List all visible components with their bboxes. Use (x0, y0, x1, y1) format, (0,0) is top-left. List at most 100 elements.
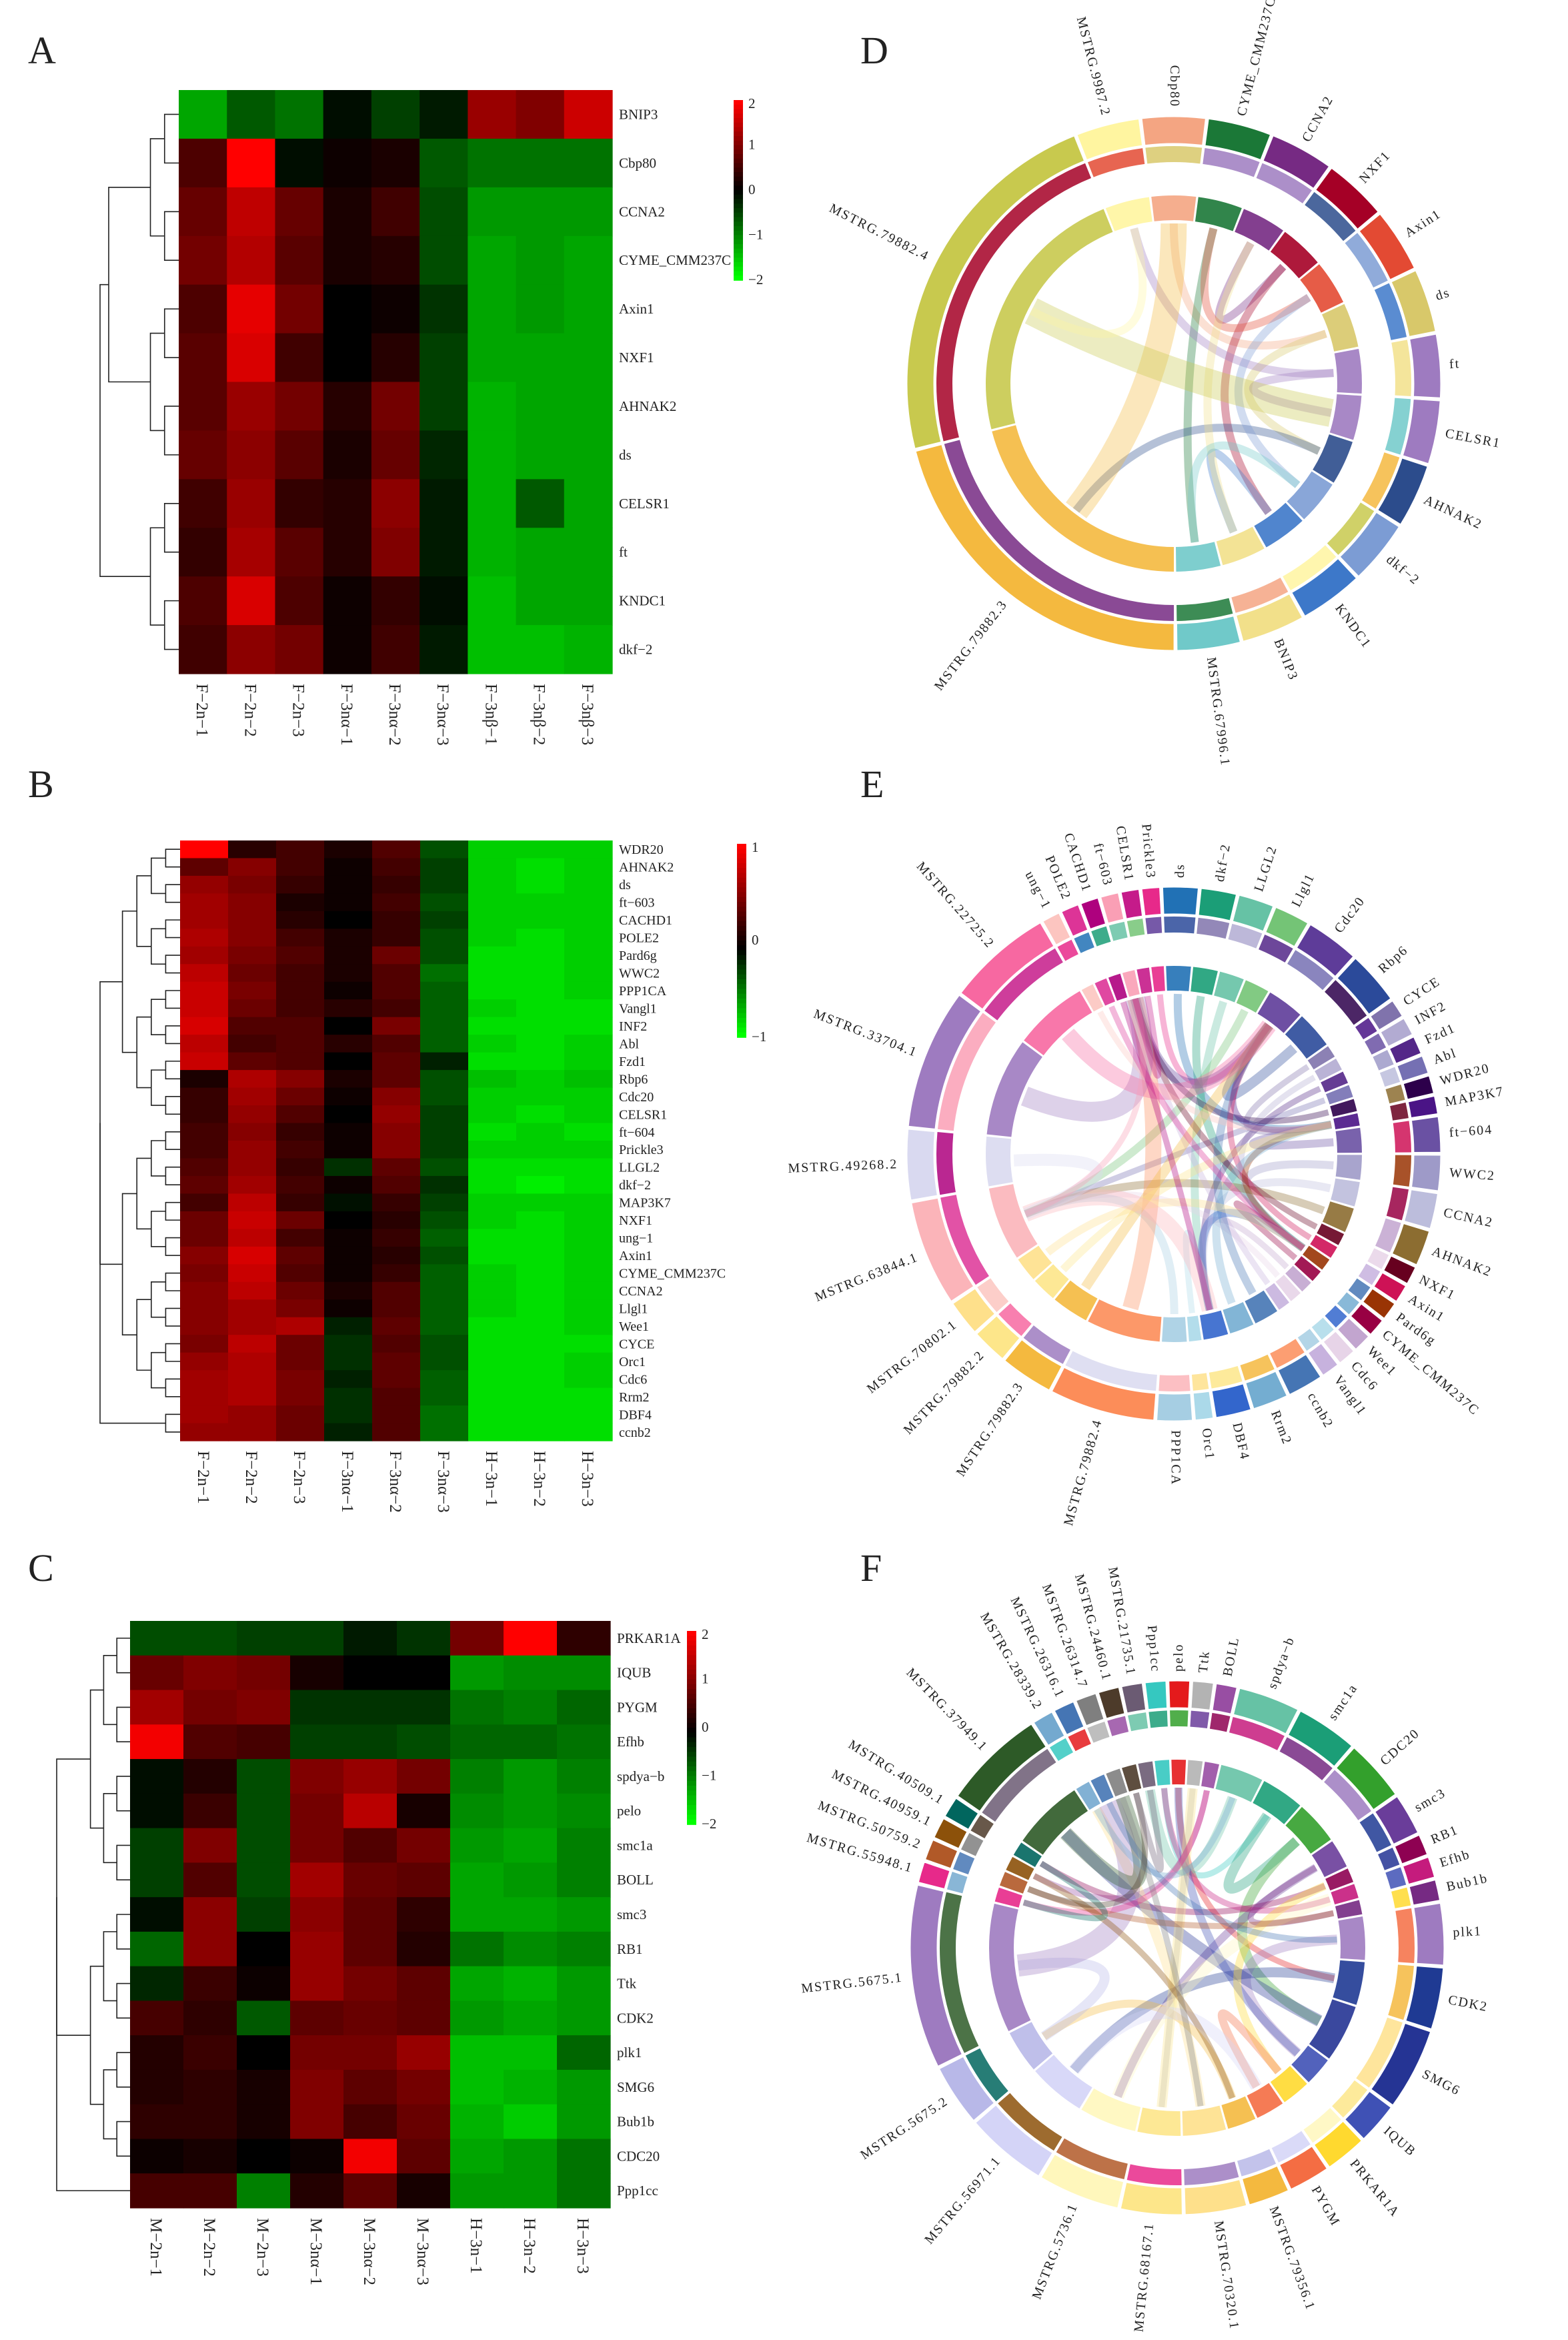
heatmap-b-row-label: Axin1 (619, 1249, 652, 1263)
heatmap-b-cell (324, 1317, 373, 1335)
chord-f-subring (1128, 1712, 1148, 1732)
heatmap-b-cell (228, 1070, 277, 1089)
chord-e-subring (1259, 935, 1293, 963)
chord-f-label: CDK2 (1447, 1992, 1489, 2014)
heatmap-b-cell (420, 1335, 469, 1353)
chord-f-inner-segment (1171, 1760, 1187, 1785)
chord-f-inner-segment (1253, 1781, 1301, 1824)
chord-f-label: MSTRG.70320.1 (1211, 2220, 1242, 2331)
heatmap-c-cell (183, 1655, 237, 1691)
chord-f-segment (1403, 1856, 1435, 1885)
color-legend-swatch (687, 1660, 696, 1666)
heatmap-c-cell (450, 1724, 504, 1760)
chord-d-label: BNIP3 (1271, 636, 1301, 682)
heatmap-b-col-label: F−2n−3 (290, 1451, 308, 1504)
heatmap-c-cell (237, 1621, 291, 1656)
chord-e-segment (1363, 1288, 1395, 1319)
dendrogram-branch (165, 1413, 180, 1433)
chord-d-inner-segment (1176, 542, 1221, 572)
heatmap-b-cell (324, 1370, 373, 1389)
heatmap-b-cell (420, 1405, 469, 1424)
chord-e-segment (1265, 907, 1309, 947)
dendrogram-branch (99, 283, 151, 577)
heatmap-b-cell (468, 1123, 517, 1141)
heatmap-a-cell (275, 430, 324, 480)
chord-e-label: Abl (1431, 1045, 1459, 1067)
heatmap-b-cell (420, 929, 469, 947)
heatmap-b-cell (420, 1423, 469, 1441)
color-legend-swatch (734, 248, 743, 254)
heatmap-c-cell (183, 1966, 237, 2002)
heatmap-b-cell (564, 929, 613, 947)
heatmap-b-cell (324, 1175, 373, 1195)
chord-f-inner-segment (1013, 1842, 1042, 1868)
chord-f-segment (1121, 1682, 1146, 1714)
heatmap-b-cell (180, 1387, 229, 1406)
heatmap-b-row-label: Cdc20 (619, 1090, 654, 1105)
color-legend-swatch (687, 1655, 696, 1661)
heatmap-c-cell (343, 1931, 398, 1967)
chord-f-label: Ttk (1196, 1650, 1213, 1674)
chord-e-ribbon (1198, 1217, 1289, 1311)
color-legend-swatch (687, 1636, 696, 1642)
heatmap-c-cell (237, 1931, 291, 1967)
color-legend-swatch (687, 1737, 696, 1743)
heatmap-b-cell (372, 875, 421, 895)
heatmap-c-cell (557, 1793, 611, 1829)
chord-d-inner-segment (1105, 197, 1152, 231)
heatmap-b-row-label: Wee1 (619, 1319, 649, 1334)
dendrogram-branch (165, 990, 180, 1009)
heatmap-a-row-label: CYME_CMM237C (619, 252, 731, 268)
chord-d-ribbon (1029, 227, 1147, 338)
heatmap-b-cell (180, 1175, 229, 1195)
chord-e-subring (1373, 1050, 1394, 1071)
heatmap-b-cell (324, 1193, 373, 1212)
chord-f-label: pelo (1171, 1643, 1186, 1672)
heatmap-b-cell (468, 929, 517, 947)
heatmap-a-cell (516, 284, 565, 334)
heatmap-a-cell (371, 138, 420, 188)
heatmap-b-cell (180, 1141, 229, 1159)
chord-d-segment (915, 444, 1174, 651)
chord-d-segment (1359, 213, 1415, 280)
heatmap-b-cell (468, 1370, 517, 1389)
color-legend-swatch (737, 883, 746, 889)
dendrogram-branch (163, 211, 179, 261)
heatmap-a-row-label: AHNAK2 (619, 398, 676, 414)
chord-e-ribbon (1241, 1121, 1332, 1251)
heatmap-b-cell (324, 1335, 373, 1353)
chord-d-inner-segment (1300, 264, 1344, 313)
chord-d-segment (1315, 167, 1379, 229)
heatmap-b-cell (228, 1352, 277, 1371)
color-legend-swatch (734, 100, 743, 105)
chord-f-subring (1049, 1738, 1073, 1761)
chord-e-segment (1411, 1116, 1441, 1153)
chord-e-subring (1240, 1354, 1275, 1381)
heatmap-b-cell (564, 858, 613, 876)
chord-e-ribbon (1192, 995, 1306, 1252)
chord-e-inner-segment (1223, 1301, 1254, 1334)
heatmap-b-cell (372, 1141, 421, 1159)
heatmap-b-cell (516, 1123, 565, 1141)
chord-d-subring (936, 163, 1091, 442)
heatmap-b-cell (324, 1158, 373, 1177)
heatmap-a-cell (275, 528, 324, 577)
heatmap-b-cell (564, 981, 613, 1000)
chord-e-inner-segment (1310, 1235, 1338, 1258)
dendrogram-branch (151, 1140, 166, 1177)
heatmap-a-cell (420, 430, 468, 480)
heatmap-b-cell (276, 1423, 325, 1441)
heatmap-b-cell (372, 1052, 421, 1071)
heatmap-a-col-label: F−3nβ−3 (578, 684, 596, 745)
heatmap-b-cell (324, 858, 373, 876)
heatmap-b-cell (468, 1052, 517, 1071)
heatmap-a-cell (371, 430, 420, 480)
heatmap-b-cell (516, 858, 565, 876)
chord-d-segment (1176, 616, 1241, 651)
color-legend-swatch (734, 190, 743, 195)
chord-e-segment (1051, 1367, 1156, 1421)
chord-d-inner-segment (1313, 434, 1353, 483)
heatmap-a-cell (420, 576, 468, 626)
chord-e-segment (1380, 1018, 1413, 1047)
color-legend-swatch (737, 989, 746, 995)
